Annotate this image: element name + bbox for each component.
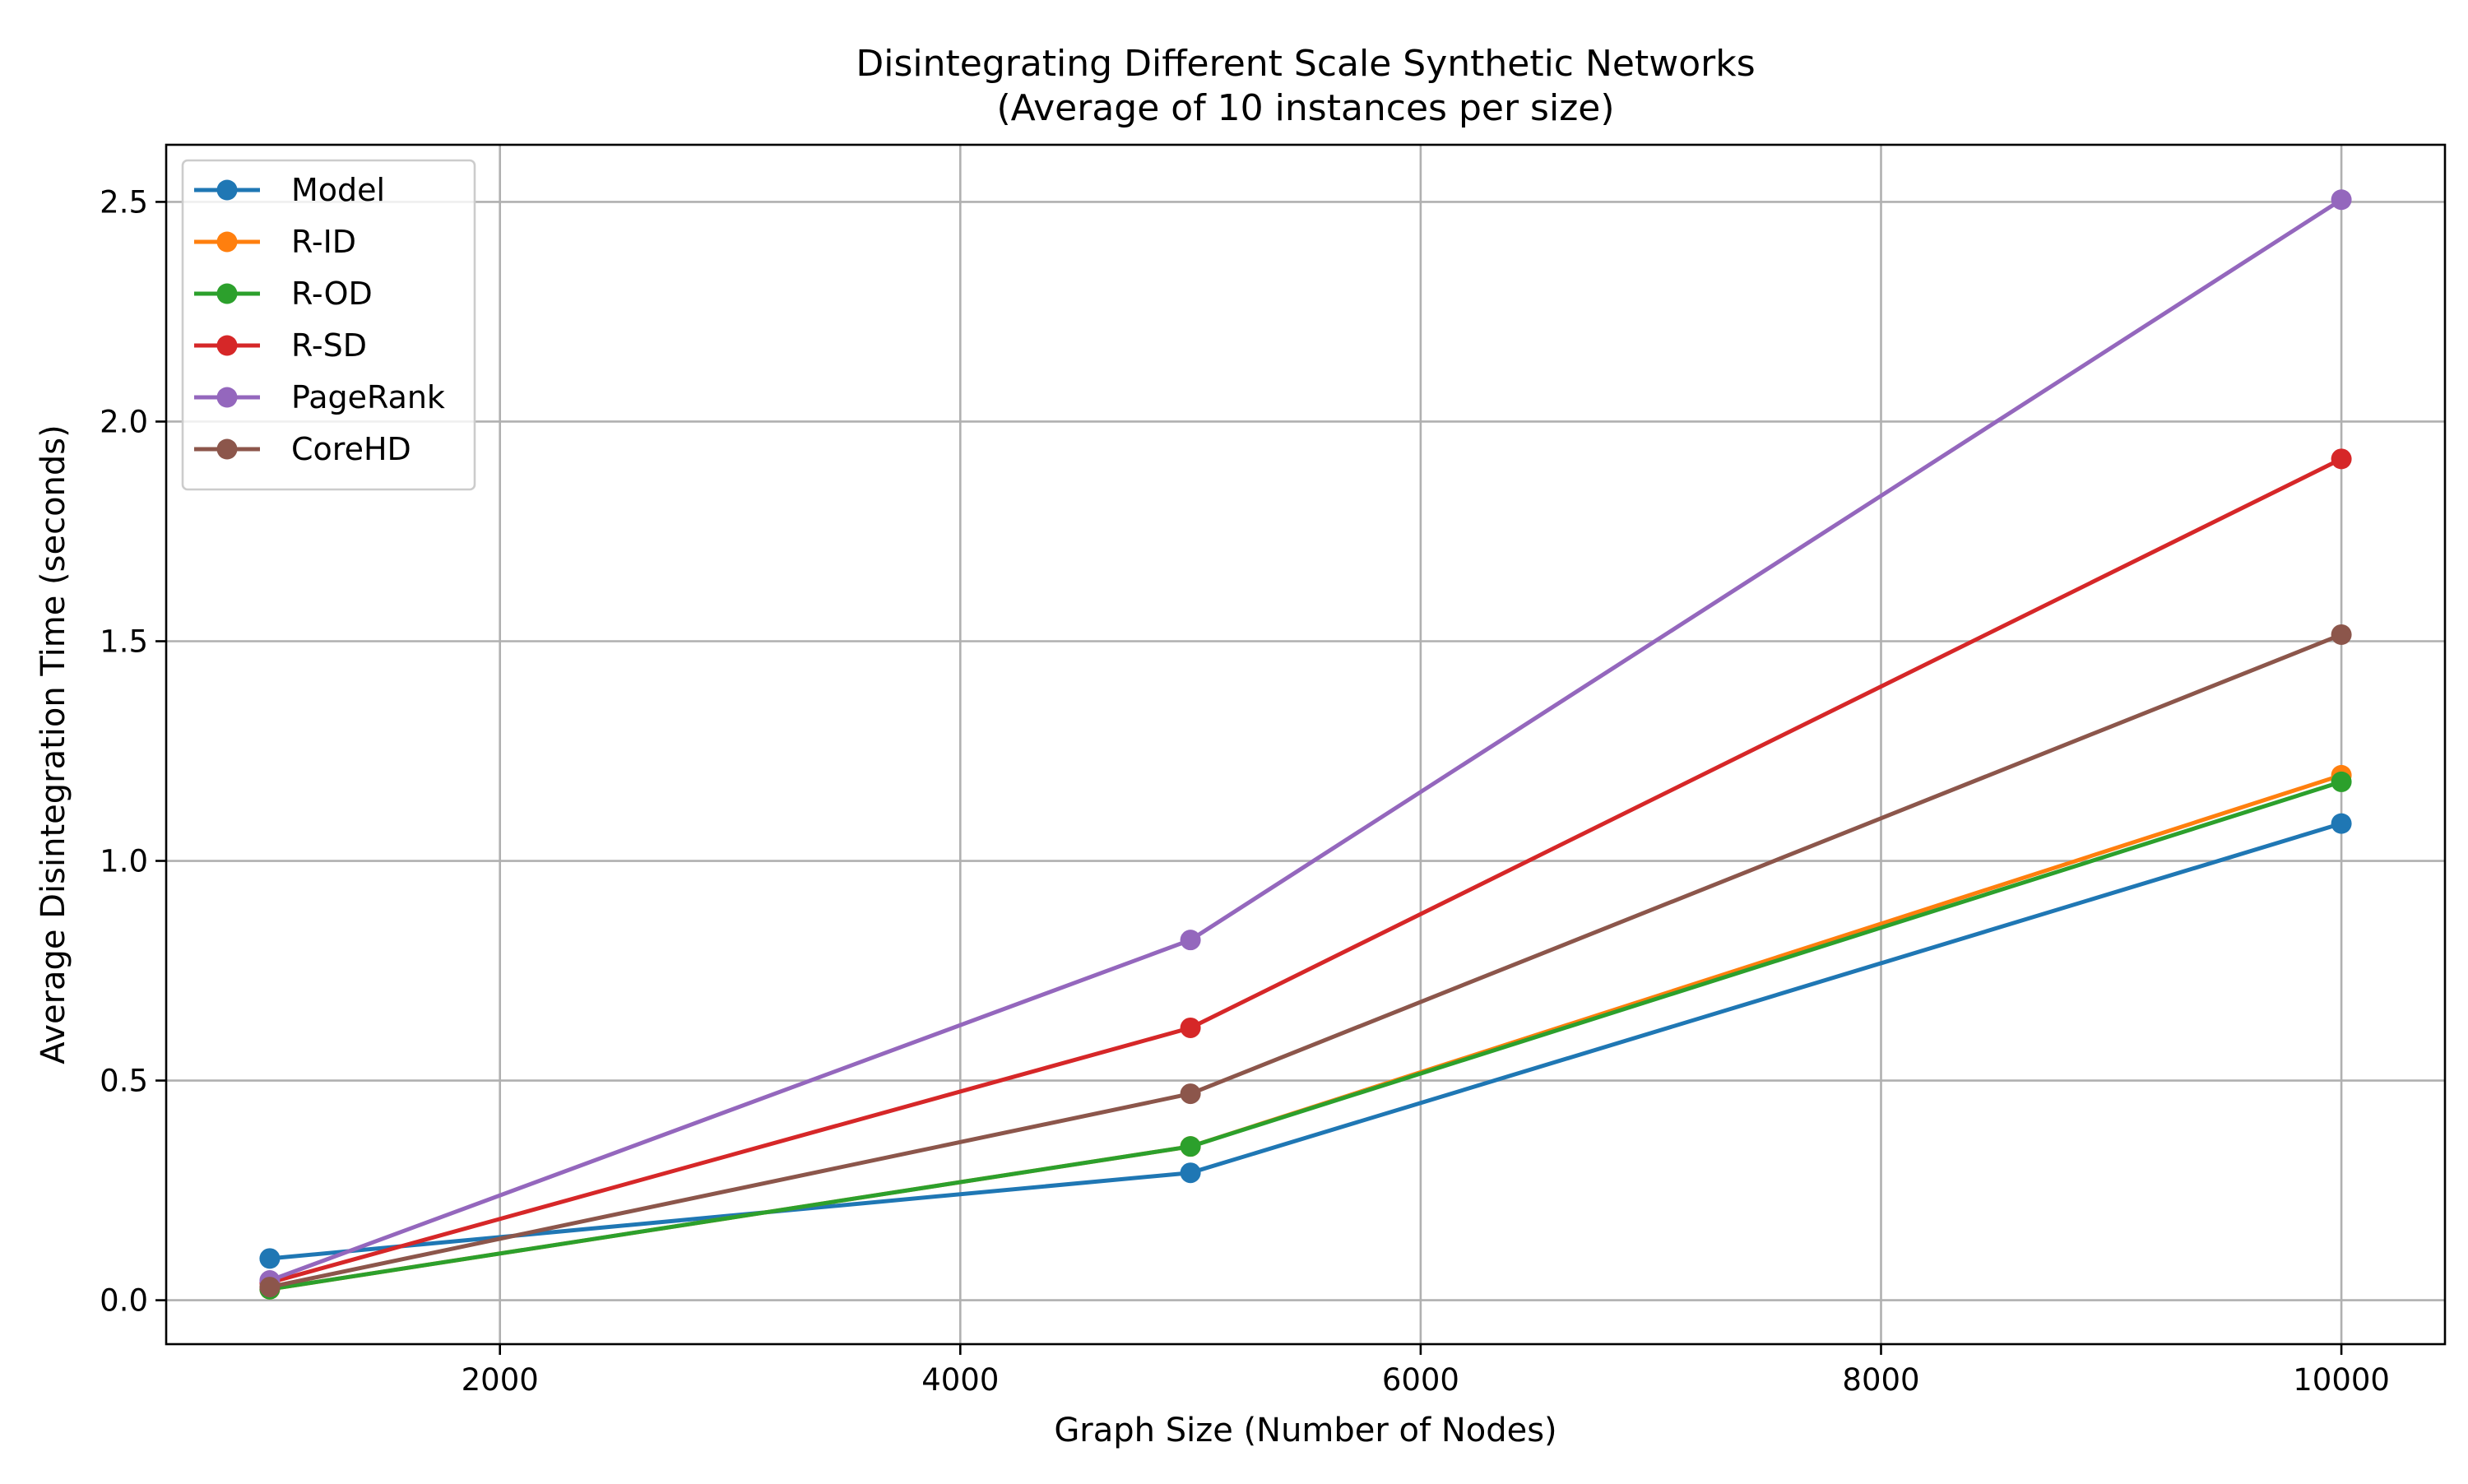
data-point [2331, 771, 2352, 792]
legend-swatch-marker [216, 231, 238, 253]
grid [166, 145, 2445, 1344]
legend-swatch-marker [216, 283, 238, 304]
series-r-id [259, 764, 2352, 1300]
series-line [267, 632, 2345, 1290]
y-tick-label: 0.5 [100, 1064, 148, 1099]
y-tick-label: 2.5 [100, 184, 148, 220]
legend-item: R-OD [194, 276, 373, 312]
series-r-od [259, 771, 2352, 1300]
legend-swatch-marker [216, 335, 238, 356]
x-tick-label: 2000 [462, 1362, 539, 1398]
series-line [267, 456, 2345, 1286]
legend-item: Model [194, 172, 385, 208]
chart-subtitle: (Average of 10 instances per size) [996, 87, 1614, 129]
legend-item: R-SD [194, 327, 367, 364]
legend-label: R-ID [291, 224, 356, 260]
x-tick-label: 8000 [1842, 1362, 1919, 1398]
legend-item: CoreHD [194, 431, 411, 467]
y-tick-label: 2.0 [100, 404, 148, 439]
data-point [1180, 1136, 1201, 1157]
legend-label: PageRank [291, 379, 445, 415]
series-model [259, 813, 2352, 1269]
legend-label: Model [291, 172, 385, 208]
series-pagerank [259, 189, 2352, 1292]
legend: Model R-ID R-OD R-SD PageRank CoreHD [181, 159, 476, 491]
series-line [267, 820, 2345, 1261]
y-tick-label: 1.0 [100, 844, 148, 879]
x-axis-label: Graph Size (Number of Nodes) [1054, 1412, 1556, 1449]
data-point [2331, 189, 2352, 211]
legend-swatch-marker [216, 179, 238, 201]
data-point [1180, 1083, 1201, 1105]
data-point [2331, 813, 2352, 834]
legend-label: R-OD [291, 276, 373, 312]
series-line [267, 779, 2345, 1292]
legend-item: PageRank [194, 379, 445, 415]
y-tick-label: 0.0 [100, 1283, 148, 1319]
plot-area-frame [165, 143, 2447, 1346]
x-tick-label: 6000 [1382, 1362, 1459, 1398]
legend-label: CoreHD [291, 431, 411, 467]
legend-label: R-SD [291, 327, 367, 364]
series-line [267, 772, 2345, 1292]
x-tick-label: 4000 [921, 1362, 999, 1398]
legend-swatch-marker [216, 387, 238, 408]
axis-ticks: 2000 4000 6000 8000 10000 0.0 0.5 1.0 1.5 2.0 2.5 [100, 184, 2390, 1398]
data-point [2331, 448, 2352, 470]
legend-item: R-ID [194, 224, 356, 260]
legend-swatch-marker [216, 438, 238, 460]
series-corehd [259, 624, 2352, 1298]
y-axis-label: Average Disintegration Time (seconds) [35, 424, 72, 1064]
series-group [259, 189, 2352, 1300]
data-point [1180, 930, 1201, 951]
x-tick-label: 10000 [2293, 1362, 2390, 1398]
series-line [267, 197, 2345, 1283]
chart-title: Disintegrating Different Scale Synthetic… [856, 43, 1755, 85]
data-point [2331, 624, 2352, 645]
data-point [1180, 1017, 1201, 1038]
data-point [1180, 1162, 1201, 1184]
y-tick-label: 1.5 [100, 624, 148, 659]
data-point [259, 1248, 281, 1269]
data-point [259, 1277, 281, 1298]
